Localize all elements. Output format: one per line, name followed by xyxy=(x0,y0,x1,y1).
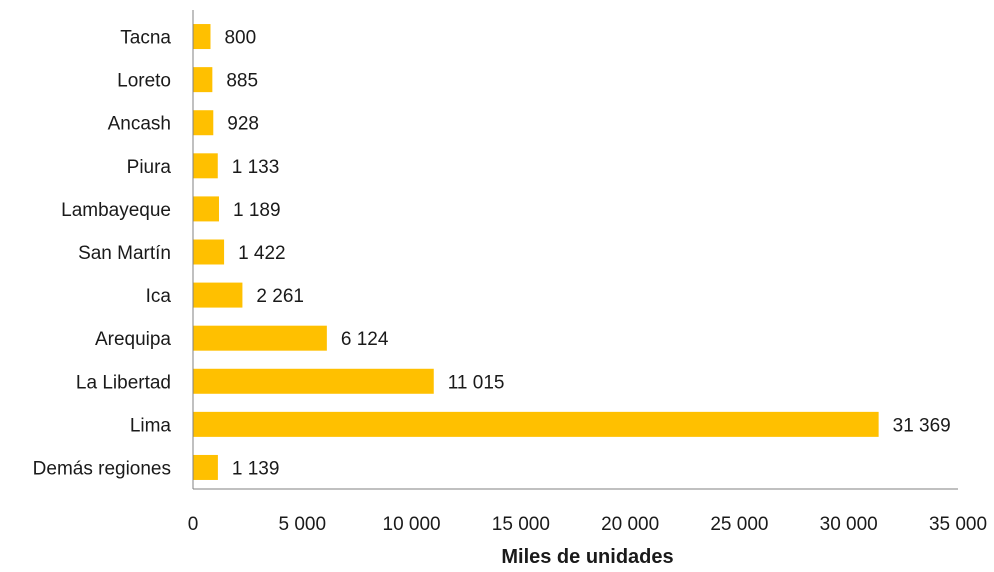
x-axis-title: Miles de unidades xyxy=(501,546,673,568)
bar xyxy=(193,110,214,136)
bar xyxy=(193,282,243,308)
x-tick-label: 30 000 xyxy=(820,514,878,535)
bar xyxy=(193,67,213,93)
x-tick-labels-group: 0 5 000 10 000 15 000 20 000 25 000 30 000 35 0… xyxy=(188,514,987,535)
x-tick-label: 5 000 xyxy=(279,514,327,535)
category-label: Piura xyxy=(127,157,172,178)
x-tick-label: 35 000 xyxy=(929,514,987,535)
value-label: 1 189 xyxy=(233,200,281,221)
bar xyxy=(193,368,434,394)
category-label: Loreto xyxy=(117,71,171,92)
value-label: 1 422 xyxy=(238,243,286,264)
category-label: San Martín xyxy=(78,243,171,264)
value-label: 31 369 xyxy=(893,415,951,436)
bar xyxy=(193,239,225,265)
bar xyxy=(193,411,879,437)
category-label: Arequipa xyxy=(95,329,171,350)
category-label: Lima xyxy=(130,415,172,436)
value-label: 11 015 xyxy=(448,372,505,393)
x-tick-label: 15 000 xyxy=(492,514,550,535)
category-label: Tacna xyxy=(120,28,171,49)
category-label: Ica xyxy=(146,286,172,307)
value-label: 6 124 xyxy=(341,329,389,350)
category-label: La Libertad xyxy=(76,372,171,393)
value-label: 1 133 xyxy=(232,157,280,178)
x-tick-label: 10 000 xyxy=(383,514,441,535)
bar xyxy=(193,454,218,480)
value-label: 800 xyxy=(224,28,256,49)
value-label: 1 139 xyxy=(232,458,280,479)
category-label: Ancash xyxy=(108,114,171,135)
value-label: 885 xyxy=(226,71,258,92)
category-labels-group: Tacna Loreto Ancash Piura Lambayeque San Mart… xyxy=(33,28,172,480)
bar xyxy=(193,153,218,179)
category-label: Lambayeque xyxy=(61,200,171,221)
value-labels-group: 800 885 928 1 133 1 189 1 422 2 261 6 124 11 015… xyxy=(224,28,950,480)
value-label: 2 261 xyxy=(256,286,304,307)
x-tick-label: 25 000 xyxy=(710,514,768,535)
bars-group xyxy=(193,24,879,480)
value-label: 928 xyxy=(227,114,259,135)
bar xyxy=(193,24,211,50)
bar xyxy=(193,196,219,222)
x-tick-label: 20 000 xyxy=(601,514,659,535)
x-tick-label: 0 xyxy=(188,514,199,535)
bar xyxy=(193,325,327,351)
category-label: Demás regiones xyxy=(33,458,171,479)
